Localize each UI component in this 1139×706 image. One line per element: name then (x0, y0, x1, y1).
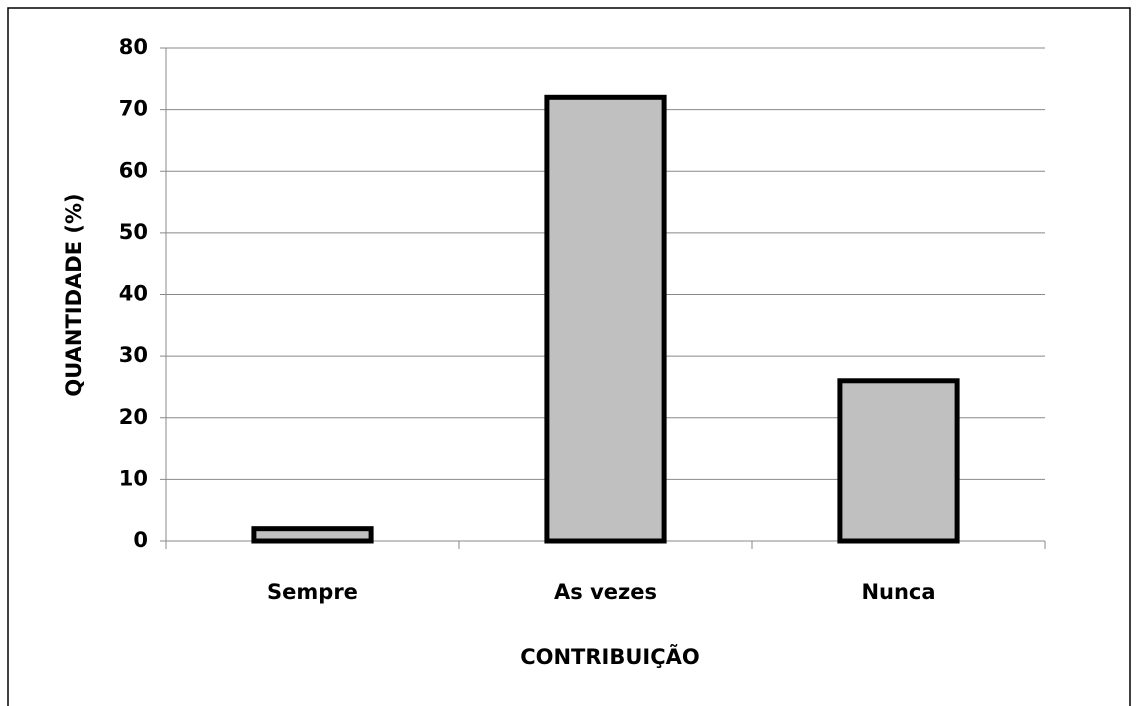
y-tick-label: 10 (119, 466, 148, 490)
x-axis-label: CONTRIBUIÇÃO (520, 644, 700, 669)
x-tick-label: As vezes (554, 580, 657, 604)
bar (251, 526, 374, 544)
bar (837, 378, 960, 544)
y-axis-label: QUANTIDADE (%) (62, 193, 86, 396)
chart-frame (7, 7, 1131, 706)
y-tick-label: 80 (119, 35, 148, 59)
y-tick-label: 0 (133, 528, 148, 552)
y-tick-label: 60 (119, 158, 148, 182)
y-tick-label: 30 (119, 343, 148, 367)
y-tick-label: 40 (119, 282, 148, 306)
bar (544, 94, 667, 544)
x-tick-label: Sempre (267, 580, 358, 604)
y-tick-label: 20 (119, 405, 148, 429)
y-tick-label: 70 (119, 97, 148, 121)
y-tick-label: 50 (119, 220, 148, 244)
x-tick-label: Nunca (861, 580, 935, 604)
